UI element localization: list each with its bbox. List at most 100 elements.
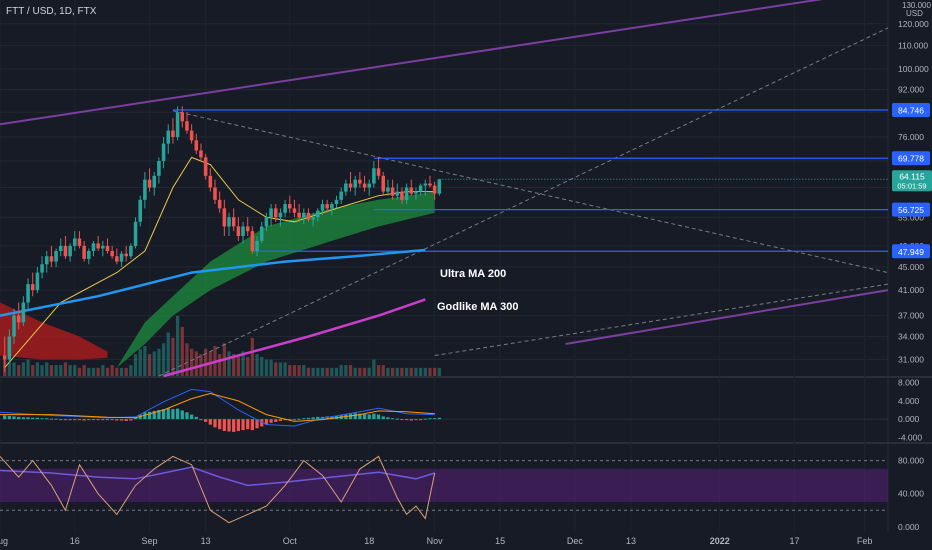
- price-tick-label: 31.000: [898, 354, 924, 364]
- volume-bar: [386, 367, 390, 376]
- macd-tick-label: -4.000: [898, 432, 922, 442]
- price-tag-label: 84.746: [898, 106, 924, 116]
- ma-fast-line: [4, 156, 435, 368]
- macd-histogram-bar: [63, 419, 68, 421]
- candle-body: [73, 238, 77, 246]
- macd-histogram-bar: [35, 417, 40, 420]
- volume-bar: [7, 362, 11, 376]
- macd-histogram-bar: [246, 419, 250, 430]
- macd-histogram-bar: [358, 413, 362, 420]
- volume-bar: [288, 365, 292, 376]
- volume-bar: [330, 367, 334, 376]
- volume-bar: [166, 332, 170, 376]
- time-tick-label: 16: [70, 536, 80, 546]
- candle-body: [185, 121, 189, 131]
- candle-body: [334, 199, 339, 205]
- candle-body: [110, 251, 114, 257]
- volume-bar: [101, 365, 105, 376]
- volume-bar: [372, 359, 376, 376]
- volume-bar: [49, 365, 54, 376]
- volume-bar: [96, 367, 100, 376]
- macd-histogram-bar: [264, 419, 269, 425]
- candle-body: [348, 183, 353, 188]
- candle-body: [418, 185, 423, 192]
- macd-histogram-bar: [73, 419, 77, 421]
- price-tick-label: 110.000: [898, 40, 928, 50]
- volume-bar: [316, 367, 320, 376]
- candle-body: [2, 355, 7, 360]
- macd-histogram-bar: [82, 419, 86, 421]
- macd-histogram-bar: [348, 413, 353, 420]
- time-tick-label: Nov: [427, 536, 444, 546]
- dashed-trendline[interactable]: [158, 27, 889, 377]
- price-unit-label: USD: [906, 9, 923, 18]
- volume-bar: [194, 351, 198, 376]
- macd-tick-label: 0.000: [898, 414, 920, 424]
- volume-bar: [283, 362, 287, 376]
- candle-body: [227, 217, 231, 227]
- volume-bar: [302, 365, 306, 376]
- macd-histogram-bar: [171, 409, 175, 420]
- volume-bar: [82, 365, 86, 376]
- macd-histogram-bar: [316, 416, 320, 420]
- volume-bar: [185, 343, 189, 376]
- volume-bar: [87, 367, 91, 376]
- time-tick-label: 17: [790, 536, 800, 546]
- volume-bar: [311, 367, 315, 376]
- godlike-ma-annotation: Godlike MA 300: [437, 301, 519, 313]
- candle-body: [344, 183, 348, 192]
- candle-body: [400, 191, 404, 200]
- channel-line[interactable]: [0, 0, 888, 126]
- macd-histogram-bar: [437, 417, 441, 420]
- price-tag-bg: [892, 202, 930, 217]
- macd-histogram-bar: [87, 419, 91, 421]
- volume-bar: [77, 367, 82, 376]
- candle-body: [35, 272, 40, 291]
- candle-body: [358, 179, 362, 184]
- candle-body: [320, 204, 325, 211]
- volume-bar: [358, 367, 362, 376]
- macd-histogram-bar: [124, 419, 128, 421]
- candle-body: [203, 157, 208, 176]
- macd-histogram-bar: [119, 419, 124, 421]
- candle-body: [311, 217, 315, 220]
- macd-histogram-bar: [213, 419, 217, 428]
- candle-body: [381, 175, 386, 192]
- candle-body: [339, 191, 343, 200]
- macd-histogram-bar: [428, 418, 432, 420]
- candle-body: [115, 256, 119, 262]
- candle-body: [129, 245, 133, 257]
- volume-bar: [433, 367, 437, 376]
- volume-bar: [17, 365, 21, 376]
- candle-body: [180, 112, 185, 122]
- candle-body: [390, 187, 395, 196]
- channel-line[interactable]: [565, 289, 889, 345]
- price-tag-label: 69.778: [898, 154, 924, 164]
- volume-bar: [404, 367, 409, 376]
- rsi-line: [0, 466, 435, 487]
- candle-body: [278, 212, 283, 218]
- candle-body: [157, 161, 161, 176]
- volume-bar: [152, 351, 156, 376]
- volume-bar: [418, 367, 423, 376]
- macd-histogram-bar: [115, 419, 119, 421]
- volume-bar: [339, 365, 343, 376]
- candle-body: [101, 245, 105, 249]
- candle-body: [372, 168, 376, 184]
- volume-bar: [157, 348, 161, 376]
- candle-body: [437, 179, 442, 194]
- volume-bar: [320, 367, 325, 376]
- macd-histogram-bar: [105, 419, 110, 421]
- candle-body: [302, 212, 306, 218]
- price-tick-label: 45.000: [898, 262, 924, 272]
- macd-histogram-bar: [189, 414, 194, 420]
- godlike-ma-300-line: [163, 298, 426, 378]
- macd-histogram-bar: [143, 412, 147, 420]
- rsi-band: [0, 468, 888, 502]
- macd-histogram-bar: [376, 414, 381, 420]
- price-tick-label: 37.000: [898, 311, 924, 321]
- candle-body: [16, 315, 21, 323]
- dashed-trendline[interactable]: [172, 110, 889, 274]
- price-tick-label: 34.000: [898, 332, 924, 342]
